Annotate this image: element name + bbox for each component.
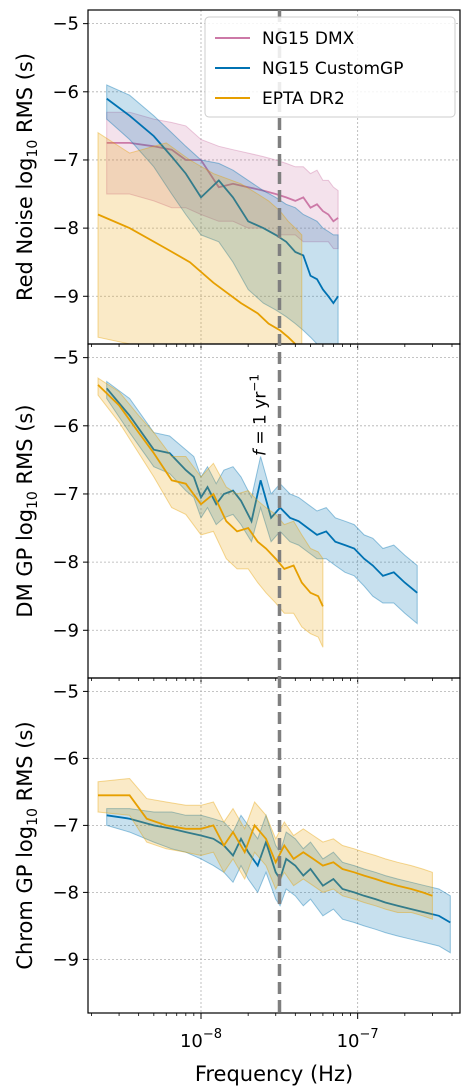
- grid: [88, 344, 460, 678]
- panel-3: −5 −6 −7 −8 −9 Chrom GP log10 RMS (s): [13, 677, 461, 1019]
- series-group: [97, 377, 418, 648]
- y-axis-label: Red Noise log10 RMS (s): [13, 53, 41, 301]
- x-axis-label: Frequency (Hz): [195, 1062, 353, 1086]
- legend-label-epta-dr2: EPTA DR2: [262, 89, 345, 109]
- y-tick-label: −9: [52, 286, 79, 307]
- y-axis-label-main: Red Noise log: [13, 158, 37, 302]
- y-tick-label: −6: [52, 416, 79, 437]
- ng15-dmx-line: [106, 141, 339, 223]
- legend-label-ng15-customgp: NG15 CustomGP: [262, 59, 403, 79]
- y-tick-label: −9: [52, 620, 79, 641]
- legend-label-ng15-dmx: NG15 DMX: [262, 29, 355, 49]
- panel-2: −5 −6 −7 −8 −9 DM GP log10 RMS (s): [13, 343, 461, 684]
- y-tick-label: −5: [52, 681, 79, 702]
- x-tick-label: 10−7: [337, 1027, 379, 1052]
- x-tick-label: 10−8: [180, 1027, 222, 1052]
- y-tick-label: −6: [52, 748, 79, 769]
- y-tick-label: −9: [52, 949, 79, 970]
- y-axis-label-tail: RMS (s): [13, 721, 37, 808]
- y-tick-label: −7: [52, 484, 79, 505]
- grid: [88, 678, 460, 1013]
- y-axis-label-tail: RMS (s): [13, 53, 37, 140]
- y-axis-label: DM GP log10 RMS (s): [13, 404, 41, 617]
- epta-dr2-line: [98, 794, 433, 897]
- x-axis: 10−8 10−7: [180, 1027, 379, 1052]
- epta-dr2-band: [97, 377, 324, 648]
- series-group: [97, 84, 339, 344]
- y-tick-label: −8: [52, 552, 79, 573]
- panel-1: −5 −6 −7 −8 −9 Red Noise log10 RMS (s): [13, 9, 461, 350]
- y-tick-label: −5: [52, 348, 79, 369]
- legend-frame: [204, 16, 456, 118]
- y-axis-label-subscript: 10: [25, 808, 41, 826]
- series-group: [97, 777, 451, 954]
- y-axis-label-subscript: 10: [25, 140, 41, 158]
- y-tick-label: −7: [52, 150, 79, 171]
- y-axis-label-main: Chrom GP log: [13, 826, 37, 970]
- y-tick-label: −7: [52, 815, 79, 836]
- epta-dr2-band: [97, 131, 303, 344]
- epta-dr2-band: [97, 777, 433, 920]
- y-tick-label: −5: [52, 14, 79, 35]
- epta-dr2-line: [97, 384, 324, 607]
- epta-dr2-line: [97, 213, 297, 344]
- ng15-customgp-line: [106, 387, 418, 594]
- y-axis-label-main: DM GP log: [13, 509, 37, 618]
- y-tick-label: −8: [52, 218, 79, 239]
- ng15-customgp-line: [106, 97, 339, 305]
- ng15-customgp-line: [106, 814, 451, 924]
- one-year-frequency-annotation: f = 1 yr−1: [247, 374, 270, 456]
- y-axis-label-tail: RMS (s): [13, 404, 37, 491]
- y-axis-label-subscript: 10: [25, 491, 41, 509]
- y-tick-label: −8: [52, 882, 79, 903]
- y-tick-label: −6: [52, 82, 79, 103]
- panel-frame: [87, 677, 461, 1014]
- y-axis-label: Chrom GP log10 RMS (s): [13, 721, 41, 969]
- legend: NG15 DMX NG15 CustomGP EPTA DR2: [204, 16, 456, 118]
